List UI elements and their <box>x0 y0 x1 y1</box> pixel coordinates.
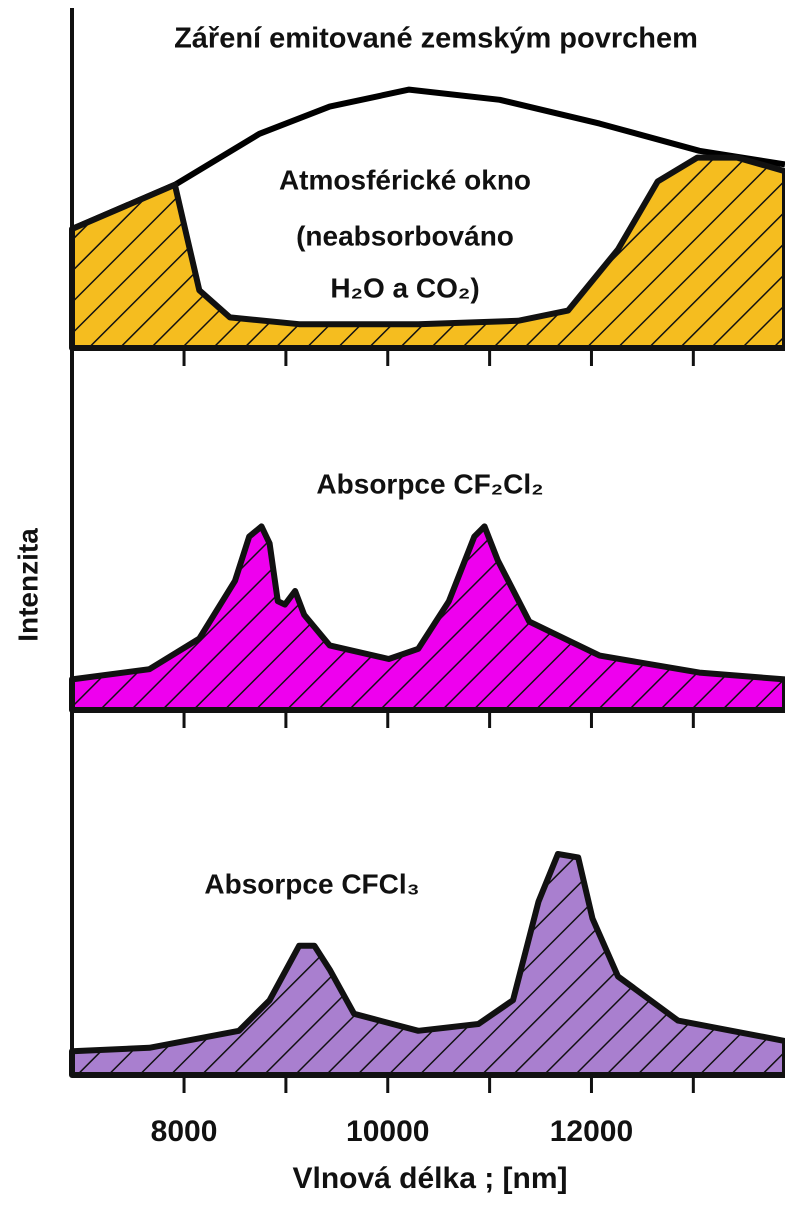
annotation: (neabsorbováno <box>296 220 514 251</box>
x-tick-label: 12000 <box>550 1115 633 1148</box>
y-axis-label: Intenzita <box>12 528 43 642</box>
annotation: Absorpce CF₂Cl₂ <box>316 468 543 499</box>
chart-title: Záření emitované zemským povrchem <box>174 23 698 55</box>
area <box>69 851 785 1078</box>
x-tick-label: 10000 <box>346 1115 429 1148</box>
x-axis-label: Vlnová délka ; [nm] <box>292 1162 567 1195</box>
area <box>69 523 785 713</box>
x-tick-label: 8000 <box>151 1115 218 1148</box>
annotation: Atmosférické okno <box>279 164 531 195</box>
annotation: H₂O a CO₂) <box>330 272 479 303</box>
annotation: Absorpce CFCl₃ <box>204 868 419 899</box>
area <box>69 154 785 351</box>
line <box>70 86 785 232</box>
